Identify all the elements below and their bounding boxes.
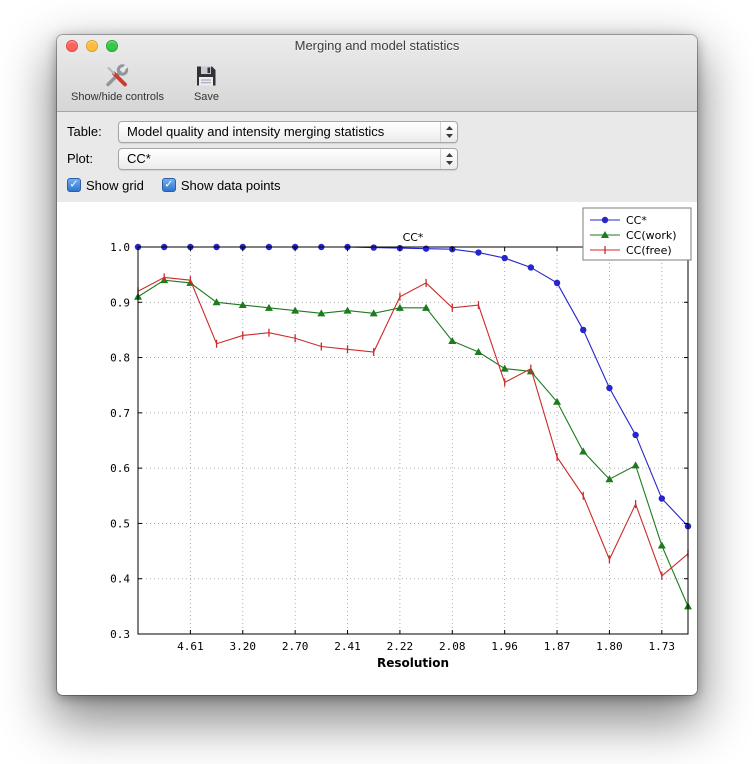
- svg-text:CC(work): CC(work): [626, 229, 677, 242]
- show-grid-label: Show grid: [86, 177, 144, 193]
- table-popup-menu[interactable]: Model quality and intensity merging stat…: [118, 120, 458, 143]
- svg-text:4.61: 4.61: [177, 640, 204, 653]
- svg-text:2.22: 2.22: [387, 640, 414, 653]
- popup-arrows-icon: [440, 121, 457, 142]
- svg-text:1.80: 1.80: [596, 640, 623, 653]
- save-label: Save: [193, 91, 220, 103]
- svg-text:0.8: 0.8: [110, 352, 130, 365]
- svg-text:CC(free): CC(free): [626, 244, 672, 257]
- plot-popup-value: CC*: [127, 151, 151, 166]
- show-grid-checkbox[interactable]: ✓: [67, 178, 81, 192]
- show-hide-controls-label: Show/hide controls: [71, 91, 164, 103]
- controls-panel: Table: Model quality and intensity mergi…: [57, 112, 697, 202]
- svg-text:1.0: 1.0: [110, 241, 130, 254]
- show-data-points-label: Show data points: [180, 177, 281, 193]
- svg-text:0.3: 0.3: [110, 628, 130, 641]
- svg-text:0.6: 0.6: [110, 462, 130, 475]
- checkmark-icon: ✓: [69, 178, 79, 191]
- window-title: Merging and model statistics: [294, 38, 460, 53]
- plot-popup-menu[interactable]: CC*: [118, 147, 458, 170]
- svg-text:2.08: 2.08: [439, 640, 466, 653]
- svg-text:1.87: 1.87: [544, 640, 571, 653]
- svg-text:0.5: 0.5: [110, 517, 130, 530]
- app-window: Merging and model statistics Show/hide c…: [57, 35, 697, 695]
- svg-text:CC*: CC*: [626, 214, 647, 227]
- svg-text:2.70: 2.70: [282, 640, 309, 653]
- svg-text:0.7: 0.7: [110, 407, 130, 420]
- zoom-button[interactable]: [106, 40, 118, 52]
- minimize-button[interactable]: [86, 40, 98, 52]
- svg-text:3.20: 3.20: [230, 640, 257, 653]
- close-button[interactable]: [66, 40, 78, 52]
- show-hide-controls-button[interactable]: Show/hide controls: [67, 60, 168, 105]
- save-icon: [194, 62, 218, 90]
- titlebar[interactable]: Merging and model statistics: [57, 35, 697, 57]
- svg-text:0.9: 0.9: [110, 296, 130, 309]
- svg-text:CC*: CC*: [403, 231, 424, 244]
- svg-text:2.41: 2.41: [334, 640, 361, 653]
- table-label: Table:: [67, 124, 102, 139]
- save-button[interactable]: Save: [190, 60, 223, 105]
- checkmark-icon: ✓: [164, 178, 174, 191]
- statistics-chart: 0.3 0.4 0.5 0.6 0.7 0.8 0.9 1.0 4.61 3.20 2.70 2.41…: [110, 207, 692, 670]
- svg-text:1.96: 1.96: [491, 640, 517, 653]
- figure-area: 0.3 0.4 0.5 0.6 0.7 0.8 0.9 1.0 4.61 3.20 2.70 2.41…: [57, 204, 697, 694]
- svg-text:Resolution: Resolution: [377, 656, 449, 670]
- svg-text:1.73: 1.73: [649, 640, 676, 653]
- plot-label: Plot:: [67, 151, 94, 166]
- svg-text:0.4: 0.4: [110, 573, 130, 586]
- show-data-points-checkbox[interactable]: ✓: [161, 178, 176, 192]
- popup-arrows-icon: [440, 148, 457, 169]
- table-popup-value: Model quality and intensity merging stat…: [127, 124, 385, 139]
- toolbar: Show/hide controls Save: [57, 57, 697, 111]
- tools-icon: [102, 62, 132, 90]
